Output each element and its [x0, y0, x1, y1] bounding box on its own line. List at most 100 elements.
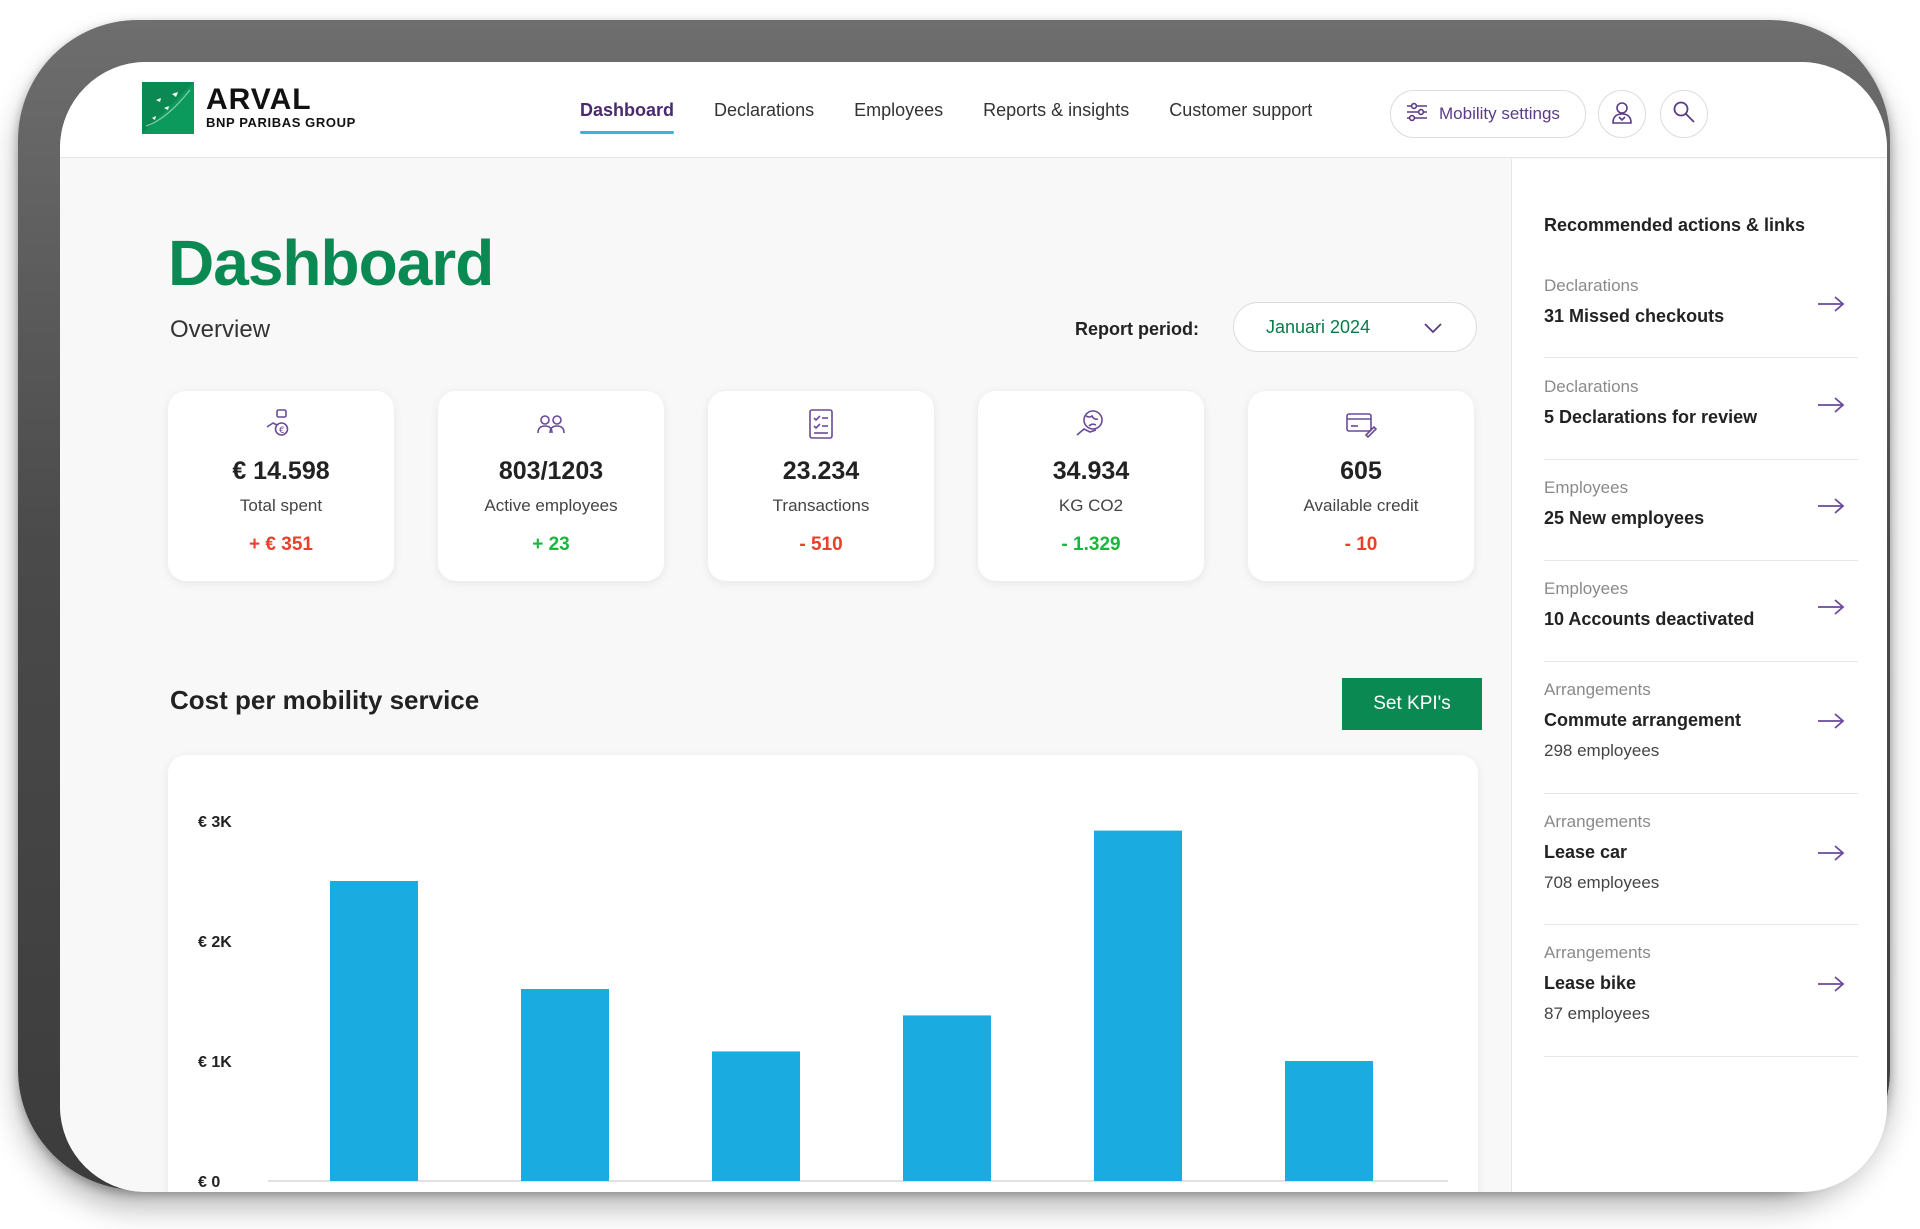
- chevron-down-icon: [1420, 315, 1446, 346]
- chart-bar-5[interactable]: [1094, 830, 1182, 1181]
- kpi-label: Available credit: [1303, 496, 1419, 515]
- kpi-card-kg-co2[interactable]: 34.934 KG CO2 - 1.329: [978, 391, 1204, 581]
- sidebar-item-new-employees[interactable]: Employees 25 New employees: [1544, 478, 1858, 561]
- arrow-right-icon: [1816, 711, 1846, 736]
- sidebar-item-title: 5 Declarations for review: [1544, 407, 1758, 427]
- arrow-right-icon: [1816, 294, 1846, 319]
- brand-logo-mark: [142, 82, 194, 134]
- sidebar-item-category: Employees: [1544, 579, 1629, 598]
- sidebar-item-title: Commute arrangement: [1544, 710, 1742, 730]
- search-icon: [1670, 98, 1698, 131]
- recommended-sidebar: Recommended actions & links Declarations…: [1511, 159, 1887, 1192]
- kpi-delta: - 1.329: [1061, 534, 1121, 555]
- checklist-icon: [708, 407, 934, 443]
- profile-button[interactable]: [1598, 90, 1646, 138]
- nav-reports-insights[interactable]: Reports & insights: [983, 99, 1130, 120]
- sidebar-item-declarations-review[interactable]: Declarations 5 Declarations for review: [1544, 377, 1858, 460]
- report-period-value: Januari 2024: [1266, 316, 1371, 337]
- kpi-delta: - 10: [1344, 534, 1378, 555]
- credit-card-icon: [1248, 407, 1474, 443]
- sidebar-item-category: Arrangements: [1544, 680, 1651, 699]
- chart-bar-3[interactable]: [712, 1051, 800, 1181]
- report-period-label: Report period:: [1075, 319, 1199, 339]
- globe-hand-icon: [978, 407, 1204, 443]
- chart-bar-2[interactable]: [521, 989, 609, 1181]
- kpi-cards: € € 14.598 Total spent + € 351: [168, 391, 1478, 581]
- sidebar-item-missed-checkouts[interactable]: Declarations 31 Missed checkouts: [1544, 276, 1858, 358]
- sidebar-item-title: Lease bike: [1544, 973, 1637, 993]
- main-content: Dashboard Overview Report period: Januar…: [60, 159, 1510, 1192]
- kpi-card-transactions[interactable]: 23.234 Transactions - 510: [708, 391, 934, 581]
- device-frame: ARVAL BNP PARIBAS GROUP Dashboard Declar…: [18, 20, 1890, 1192]
- sidebar-item-title: 31 Missed checkouts: [1544, 306, 1725, 326]
- arrow-right-icon: [1816, 597, 1846, 622]
- kpi-label: Total spent: [239, 496, 323, 515]
- top-navigation-bar: ARVAL BNP PARIBAS GROUP Dashboard Declar…: [60, 62, 1887, 158]
- kpi-label: KG CO2: [1058, 496, 1124, 515]
- page-subtitle: Overview: [170, 316, 271, 343]
- sidebar-item-count: 87 employees: [1544, 1004, 1650, 1023]
- sidebar-item-category: Declarations: [1544, 377, 1639, 396]
- search-button[interactable]: [1660, 90, 1708, 138]
- kpi-card-total-spent[interactable]: € € 14.598 Total spent + € 351: [168, 391, 394, 581]
- nav-customer-support[interactable]: Customer support: [1169, 99, 1313, 120]
- arrow-right-icon: [1816, 843, 1846, 868]
- brand-group: BNP PARIBAS GROUP: [206, 115, 356, 130]
- sidebar-item-title: 25 New employees: [1544, 508, 1705, 528]
- chart-bar-4[interactable]: [903, 1015, 991, 1181]
- kpi-value: € 14.598: [232, 457, 330, 485]
- arrow-right-icon: [1816, 974, 1846, 999]
- app-screen: ARVAL BNP PARIBAS GROUP Dashboard Declar…: [60, 62, 1887, 1192]
- main-nav: Dashboard Declarations Employees Reports…: [580, 62, 1352, 158]
- nav-dashboard[interactable]: Dashboard: [580, 62, 675, 158]
- user-icon: [1608, 98, 1636, 131]
- kpi-value: 803/1203: [498, 457, 604, 485]
- page-title: Dashboard: [168, 227, 494, 299]
- money-hand-icon: €: [168, 407, 394, 443]
- brand-logo[interactable]: ARVAL BNP PARIBAS GROUP: [142, 82, 356, 134]
- y-tick-label: € 1K: [198, 1054, 232, 1071]
- arrow-right-icon: [1816, 496, 1846, 521]
- chart-bar-1[interactable]: [330, 881, 418, 1181]
- y-tick-label: € 2K: [198, 934, 232, 951]
- svg-text:€: €: [279, 426, 285, 436]
- chart-bar-6[interactable]: [1285, 1061, 1373, 1181]
- sliders-icon: [1405, 100, 1429, 129]
- y-tick-label: € 0: [198, 1174, 220, 1191]
- kpi-delta: + € 351: [249, 534, 313, 555]
- sidebar-title: Recommended actions & links: [1544, 215, 1806, 235]
- sidebar-item-count: 708 employees: [1544, 873, 1660, 892]
- sidebar-item-title: 10 Accounts deactivated: [1544, 609, 1755, 629]
- users-icon: [438, 407, 664, 443]
- kpi-value: 605: [1340, 457, 1382, 485]
- sidebar-item-category: Arrangements: [1544, 943, 1651, 962]
- nav-declarations[interactable]: Declarations: [714, 99, 815, 120]
- mobility-settings-button[interactable]: Mobility settings: [1390, 90, 1586, 138]
- cost-section-title: Cost per mobility service: [170, 685, 480, 715]
- kpi-value: 34.934: [1052, 457, 1130, 485]
- kpi-delta: + 23: [532, 534, 570, 555]
- y-tick-label: € 3K: [198, 814, 232, 831]
- sidebar-item-title: Lease car: [1544, 842, 1628, 862]
- report-period-select[interactable]: Januari 2024: [1233, 302, 1477, 352]
- set-kpis-button[interactable]: Set KPI's: [1342, 678, 1482, 730]
- sidebar-item-category: Employees: [1544, 478, 1629, 497]
- sidebar-item-accounts-deactivated[interactable]: Employees 10 Accounts deactivated: [1544, 579, 1858, 662]
- kpi-card-active-employees[interactable]: 803/1203 Active employees + 23: [438, 391, 664, 581]
- kpi-card-available-credit[interactable]: 605 Available credit - 10: [1248, 391, 1474, 581]
- cost-bar-chart: € 3K € 2K € 1K € 0: [198, 814, 1448, 1191]
- arrow-right-icon: [1816, 395, 1846, 420]
- sidebar-item-count: 298 employees: [1544, 741, 1660, 760]
- mobility-settings-label: Mobility settings: [1439, 104, 1560, 123]
- sidebar-item-commute-arrangement[interactable]: Arrangements Commute arrangement 298 emp…: [1544, 680, 1858, 794]
- sidebar-item-category: Declarations: [1544, 276, 1639, 295]
- kpi-label: Active employees: [484, 496, 618, 515]
- sidebar-item-lease-bike[interactable]: Arrangements Lease bike 87 employees: [1544, 943, 1858, 1057]
- kpi-delta: - 510: [799, 534, 843, 555]
- nav-employees[interactable]: Employees: [854, 99, 944, 120]
- kpi-value: 23.234: [782, 457, 860, 485]
- sidebar-item-category: Arrangements: [1544, 812, 1651, 831]
- brand-name: ARVAL: [206, 83, 312, 116]
- kpi-label: Transactions: [772, 496, 870, 515]
- sidebar-item-lease-car[interactable]: Arrangements Lease car 708 employees: [1544, 812, 1858, 925]
